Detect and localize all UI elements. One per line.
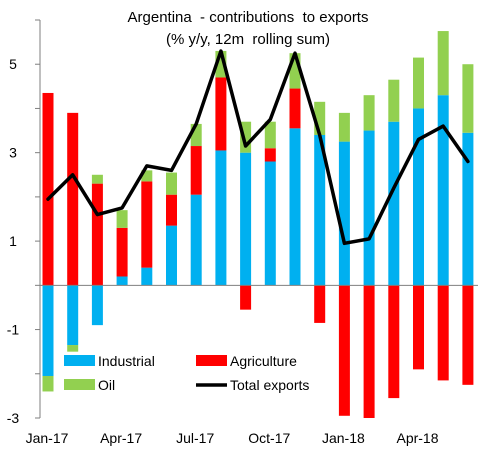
legend-label-industrial: Industrial xyxy=(98,353,155,369)
bar-agriculture-feb-18 xyxy=(363,285,375,418)
bar-oil-oct-17 xyxy=(264,121,276,149)
total-line-layer xyxy=(46,49,470,246)
bar-industrial-jan-17 xyxy=(42,285,54,376)
bar-industrial-jul-17 xyxy=(190,194,202,286)
x-tick-label: Apr-18 xyxy=(396,430,438,446)
y-tick-label: -1 xyxy=(7,322,20,338)
bar-agriculture-jan-17 xyxy=(42,92,54,286)
bar-industrial-mar-18 xyxy=(388,121,400,286)
chart-title: Argentina - contributions to exports xyxy=(128,9,369,26)
legend-swatch-industrial xyxy=(64,355,95,366)
y-tick-label: 1 xyxy=(9,233,17,249)
bar-industrial-oct-17 xyxy=(264,161,276,286)
bar-agriculture-dec-17 xyxy=(314,285,326,323)
bar-industrial-dec-17 xyxy=(314,134,326,286)
legend-swatch-agriculture xyxy=(196,355,227,366)
axes-layer: -3 -1 1 3 5 Jan-17 Apr-17 Jul-17 Oct-17 Jan-18 Apr… xyxy=(7,19,478,446)
bar-oil-may-18 xyxy=(437,31,449,96)
legend-label-agriculture: Agriculture xyxy=(230,353,297,369)
x-tick-label: Apr-17 xyxy=(100,430,142,446)
y-tick-label: 3 xyxy=(9,145,17,161)
bar-agriculture-feb-17 xyxy=(67,112,79,286)
bar-industrial-jan-18 xyxy=(338,141,350,286)
bar-agriculture-apr-18 xyxy=(413,285,424,370)
bar-agriculture-may-17 xyxy=(141,181,153,268)
legend-swatch-oil xyxy=(64,379,95,390)
bar-oil-mar-17 xyxy=(91,174,103,184)
bar-agriculture-jun-17 xyxy=(166,194,177,226)
bar-agriculture-sep-17 xyxy=(240,285,252,310)
bar-agriculture-may-18 xyxy=(437,285,449,381)
bar-oil-jun-18 xyxy=(462,64,474,133)
legend-label-oil: Oil xyxy=(98,377,115,393)
bar-oil-jan-18 xyxy=(338,112,350,142)
bar-agriculture-jan-18 xyxy=(338,285,350,416)
x-tick-label: Jul-17 xyxy=(176,430,214,446)
y-tick-label: -3 xyxy=(7,410,20,426)
bar-agriculture-mar-17 xyxy=(91,183,103,286)
bar-oil-feb-18 xyxy=(363,95,375,131)
x-tick-label: Jan-17 xyxy=(26,430,69,446)
bar-oil-aug-17 xyxy=(215,50,227,78)
bar-industrial-aug-17 xyxy=(215,150,227,286)
bar-industrial-apr-18 xyxy=(413,108,424,286)
bar-oil-nov-17 xyxy=(289,53,301,89)
bar-agriculture-apr-17 xyxy=(116,227,128,277)
bar-agriculture-oct-17 xyxy=(264,148,276,162)
bar-industrial-apr-17 xyxy=(116,276,128,286)
bar-oil-dec-17 xyxy=(314,101,326,135)
series-line-total-exports xyxy=(46,49,470,246)
legend: Industrial Agriculture Oil Total exports xyxy=(64,353,309,393)
bar-industrial-sep-17 xyxy=(240,152,252,286)
bar-industrial-may-18 xyxy=(437,95,449,286)
bar-industrial-feb-18 xyxy=(363,130,375,286)
bar-industrial-may-17 xyxy=(141,267,153,286)
bar-agriculture-mar-18 xyxy=(388,285,400,399)
legend-label-total-exports: Total exports xyxy=(230,377,309,393)
y-tick-label: 5 xyxy=(9,56,17,72)
bar-oil-apr-18 xyxy=(413,57,424,109)
bar-industrial-feb-17 xyxy=(67,285,79,346)
x-tick-label: Jan-18 xyxy=(322,430,365,446)
bar-industrial-jun-17 xyxy=(166,225,177,286)
bar-oil-apr-17 xyxy=(116,210,128,228)
bar-industrial-jun-18 xyxy=(462,132,474,286)
bars-layer xyxy=(42,31,474,418)
bar-oil-jan-17 xyxy=(42,375,54,392)
bar-agriculture-nov-17 xyxy=(289,88,301,129)
bar-oil-sep-17 xyxy=(240,121,252,153)
bar-oil-mar-18 xyxy=(388,79,400,122)
chart-subtitle: (% y/y, 12m rolling sum) xyxy=(166,31,330,48)
bar-agriculture-aug-17 xyxy=(215,77,227,151)
bar-oil-feb-17 xyxy=(67,345,79,352)
bar-oil-may-17 xyxy=(141,170,153,182)
bar-industrial-nov-17 xyxy=(289,128,301,286)
bar-agriculture-jun-18 xyxy=(462,285,474,385)
bar-oil-jul-17 xyxy=(190,123,202,147)
x-tick-label: Oct-17 xyxy=(248,430,290,446)
bar-industrial-mar-17 xyxy=(91,285,103,326)
bar-oil-jun-17 xyxy=(166,172,177,195)
bar-agriculture-jul-17 xyxy=(190,146,202,195)
